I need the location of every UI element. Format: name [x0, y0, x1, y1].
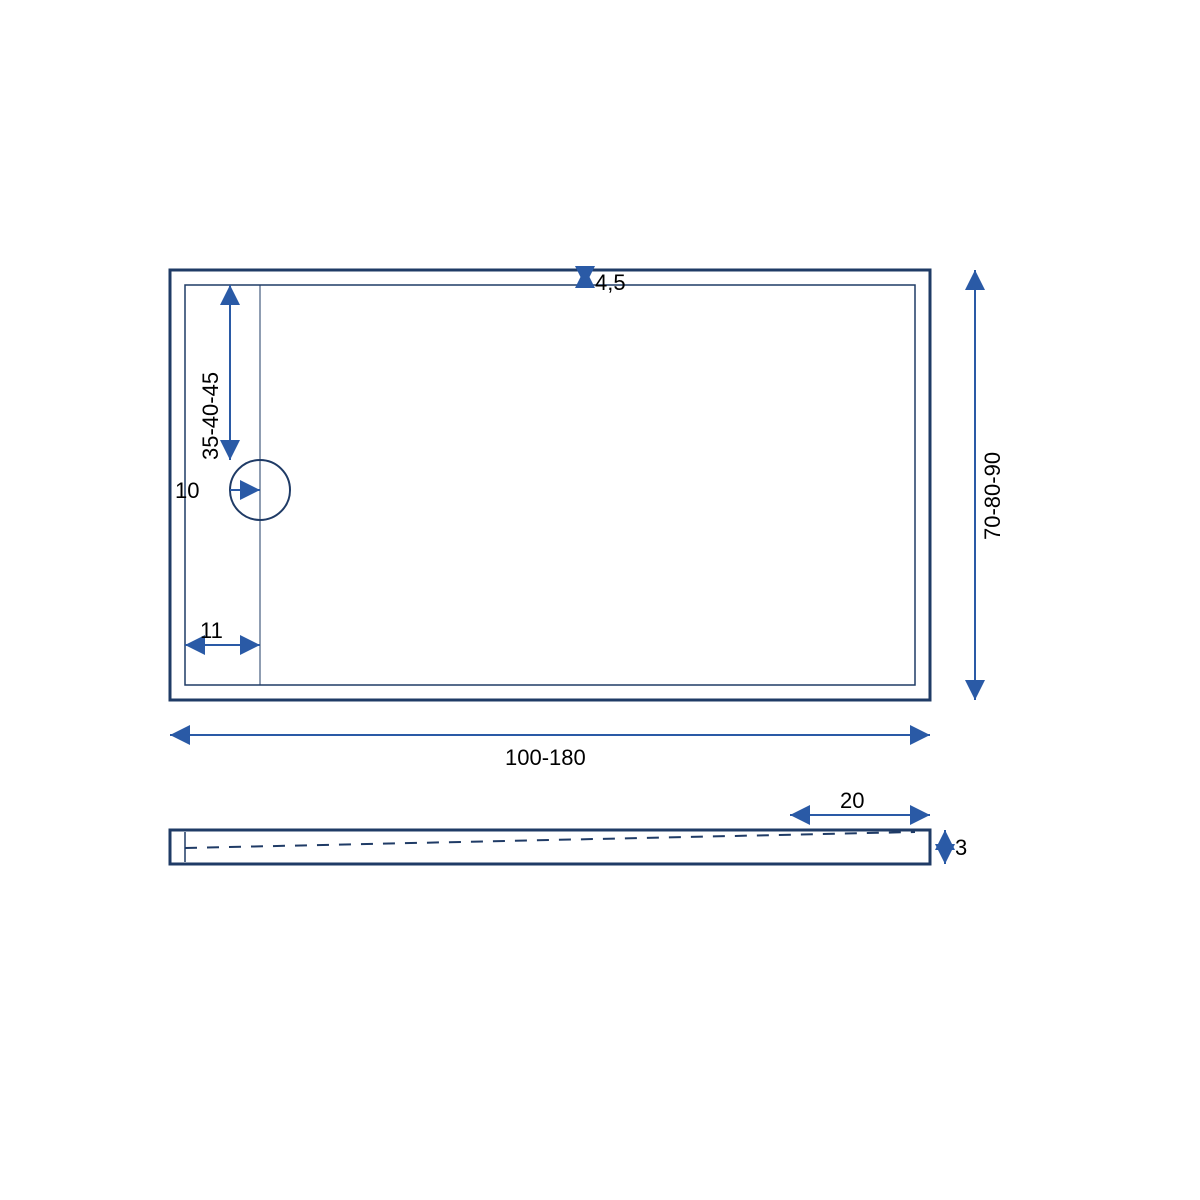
dim-top-gap-label: 4,5: [595, 270, 626, 295]
dim-thickness-label: 3: [955, 835, 967, 860]
technical-drawing: 4,5 35-40-45 10 11 100-180 70-80-90 20 3: [0, 0, 1200, 1200]
dim-drain-depth-label: 35-40-45: [198, 372, 223, 460]
dim-drain-dia-label: 10: [175, 478, 199, 503]
top-view: 4,5 35-40-45 10 11 100-180 70-80-90: [170, 268, 1005, 770]
dim-width-label: 100-180: [505, 745, 586, 770]
tray-outer: [170, 270, 930, 700]
side-outer: [170, 830, 930, 864]
tray-inner: [185, 285, 915, 685]
dim-height-label: 70-80-90: [980, 452, 1005, 540]
side-view: 20 3: [170, 788, 967, 864]
dim-drain-offset-label: 11: [200, 618, 223, 643]
side-slope: [185, 832, 915, 848]
dim-end-length-label: 20: [840, 788, 864, 813]
